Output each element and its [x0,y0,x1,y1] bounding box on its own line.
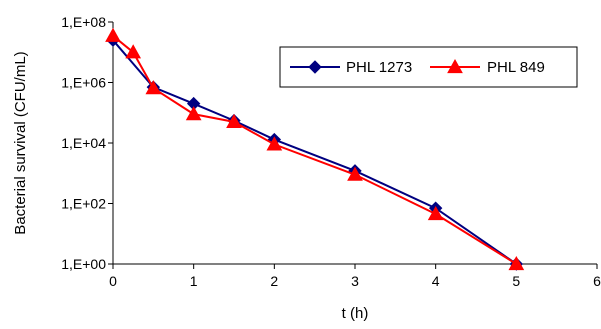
x-tick-label: 1 [190,273,198,289]
x-axis-ticks: 0 1 2 3 4 5 6 [109,264,601,289]
legend: PHL 1273 PHL 849 [279,46,578,88]
y-axis-ticks: 1,E+00 1,E+02 1,E+04 1,E+06 1,E+08 [61,14,113,272]
data-point [266,136,283,151]
y-tick-label: 1,E+00 [61,256,106,272]
x-axis-label: t (h) [342,305,369,322]
y-tick-label: 1,E+04 [61,135,106,151]
x-tick-label: 4 [432,273,440,289]
data-point [185,106,202,121]
data-point [427,205,444,221]
data-point [508,255,525,271]
data-point [347,166,363,181]
series-layer [105,27,525,271]
x-tick-label: 0 [109,273,117,289]
series-1 [105,27,525,271]
y-tick-label: 1,E+06 [61,75,106,91]
data-point [125,44,142,59]
data-point [105,27,121,42]
legend-marker [308,60,322,74]
y-tick-label: 1,E+02 [61,196,106,212]
x-tick-label: 5 [512,273,520,289]
y-tick-label: 1,E+08 [61,14,106,30]
legend-label: PHL 849 [487,59,545,76]
legend-marker [447,58,463,74]
x-tick-label: 2 [270,273,278,289]
x-tick-label: 6 [593,273,601,289]
data-point [145,80,162,95]
series-line [112,39,517,265]
data-point [226,113,242,128]
x-tick-label: 3 [351,273,359,289]
legend-label: PHL 1273 [346,59,412,76]
y-axis-label: Bacterial survival (CFU/mL) [12,51,29,234]
